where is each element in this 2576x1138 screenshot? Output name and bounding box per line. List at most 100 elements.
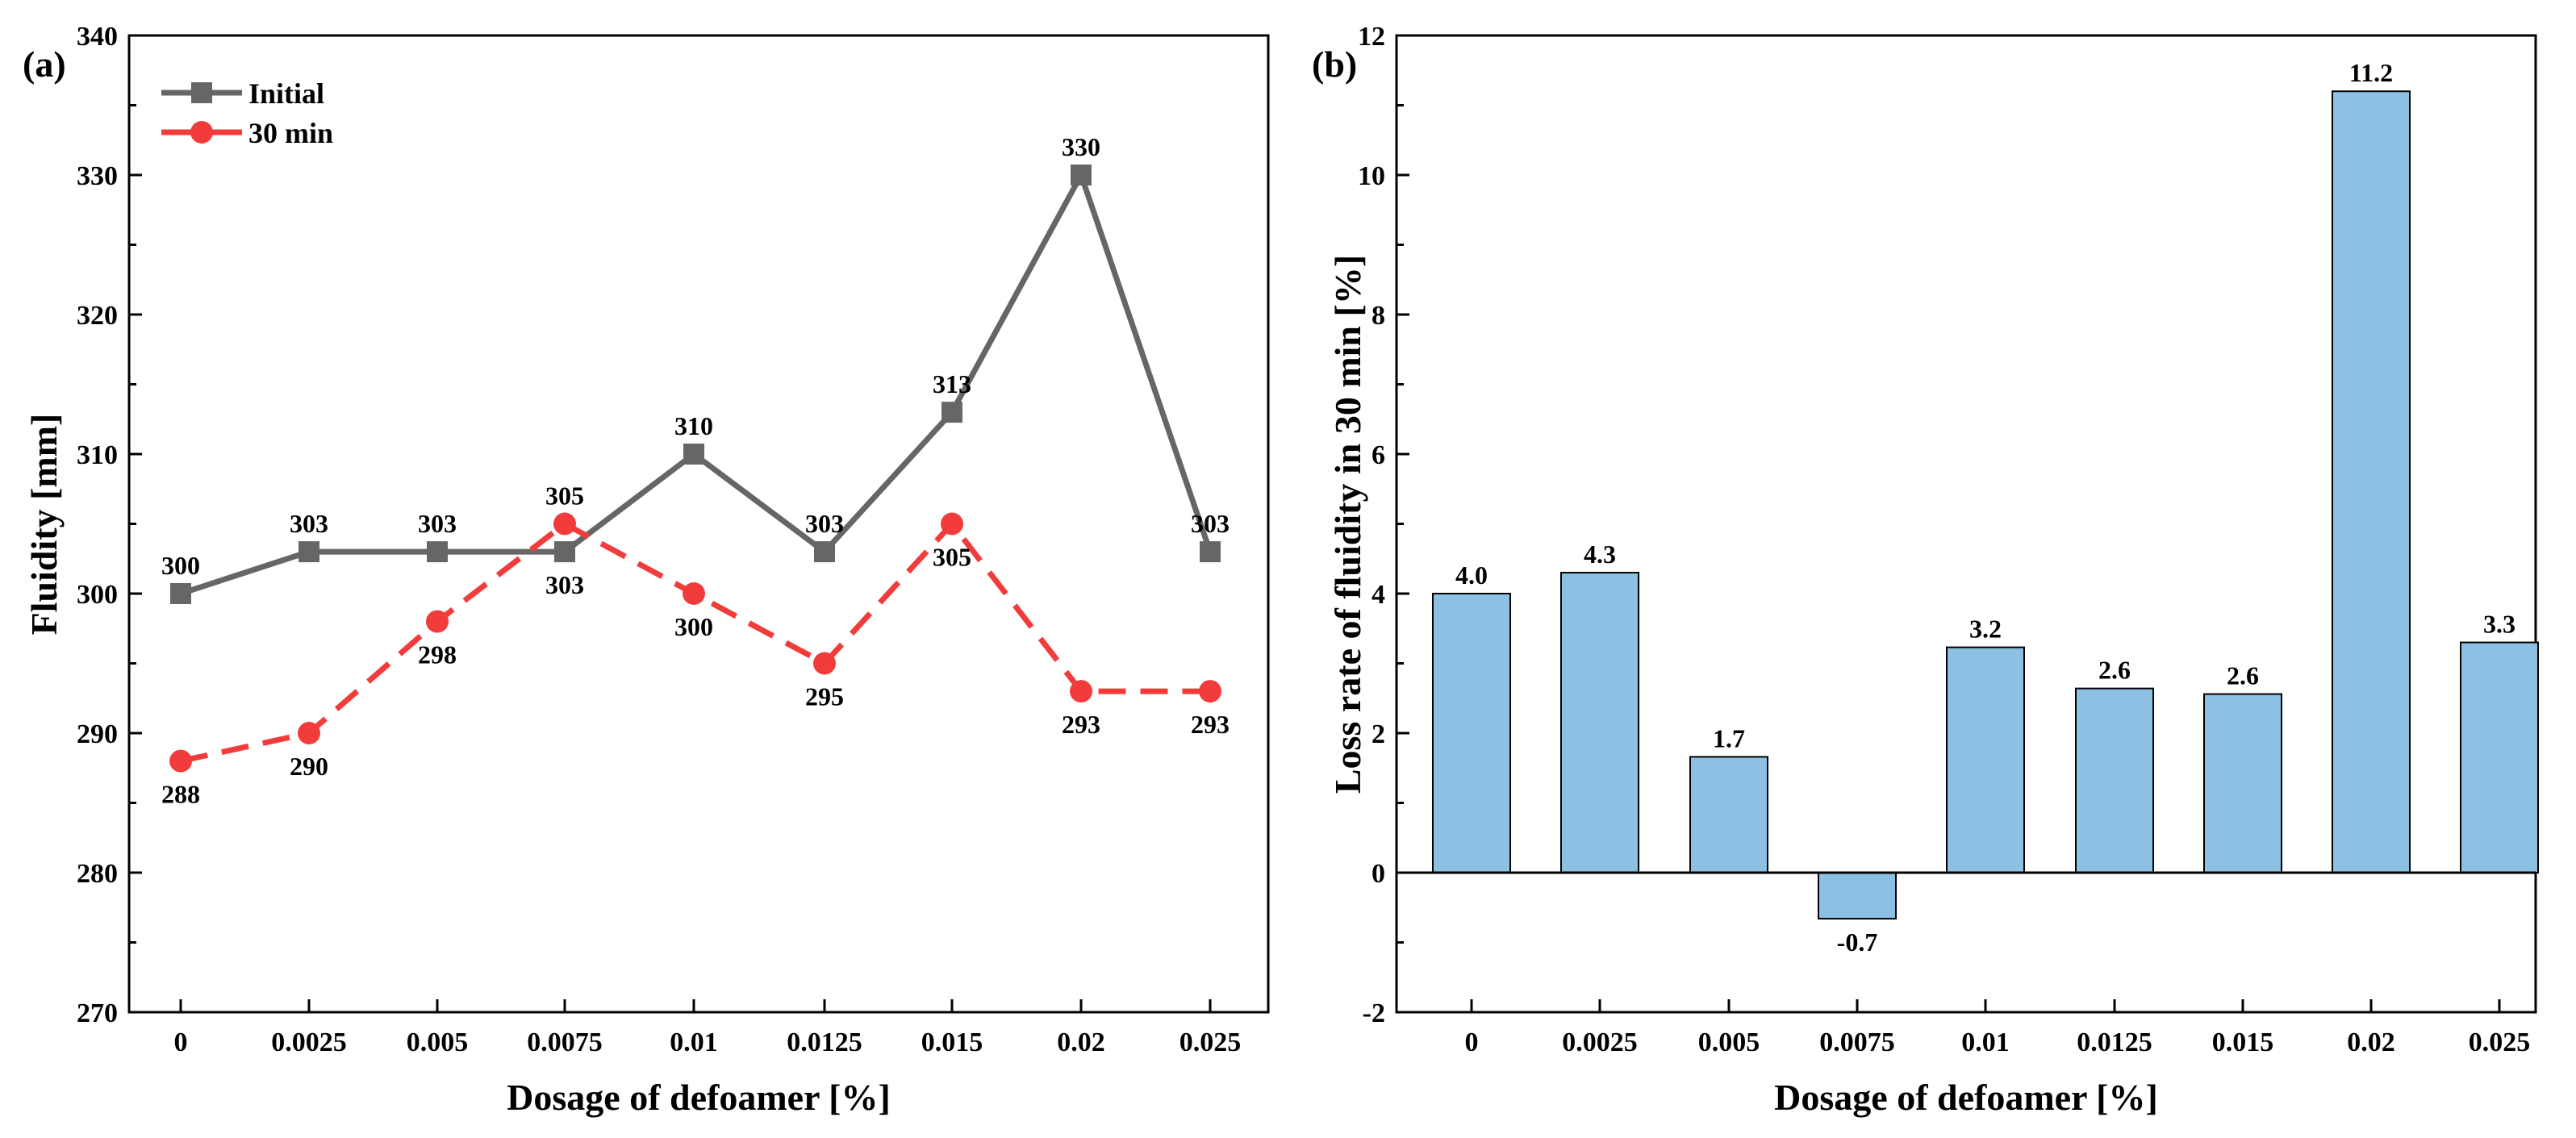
data-point-initial [1071, 165, 1092, 185]
data-point-30min [1070, 680, 1092, 703]
bar-label: 2.6 [2227, 661, 2259, 690]
legend-label-initial: Initial [248, 77, 324, 110]
y-tick-label-b: 2 [1372, 719, 1385, 749]
series-line-30min [180, 521, 1210, 765]
data-point-initial [427, 541, 448, 563]
data-point-30min [1199, 680, 1221, 703]
data-label-30min: 300 [674, 612, 713, 641]
y-tick-label-a: 310 [77, 440, 118, 470]
legend-marker-initial [191, 82, 212, 103]
data-point-30min [426, 610, 449, 633]
data-label-initial: 313 [933, 369, 971, 398]
x-axis-b: 0 0.0025 0.005 0.0075 0.01 0.0125 0.015 0.02 0.0… [1465, 999, 2531, 1057]
bar [2075, 687, 2154, 874]
bar-label: 3.3 [2483, 610, 2515, 639]
legend-label-30min: 30 min [248, 117, 333, 149]
data-label-30min: 298 [418, 640, 457, 669]
x-tick-label-b: 0.02 [2347, 1028, 2395, 1057]
bar [1689, 756, 1768, 873]
y-tick-label-b: 0 [1372, 859, 1385, 889]
bar [1946, 646, 2025, 873]
y-tick-label-a: 320 [77, 301, 118, 331]
bar [1432, 593, 1511, 873]
y-axis-title-a: Fluidity [mm] [23, 414, 65, 636]
data-labels-b: 4.0 4.3 1.7 -0.7 3.2 2.6 2.6 11.2 3.3 [1455, 58, 2515, 957]
bar-label: 11.2 [2349, 58, 2393, 87]
x-axis-title-b: Dosage of defoamer [%] [1774, 1077, 2158, 1118]
y-axis-b: -2 0 2 4 6 8 10 12 [1358, 22, 1409, 1028]
x-tick-label-b: 0.0125 [2077, 1028, 2152, 1057]
series-points-a [169, 165, 1221, 773]
y-tick-label-a: 300 [77, 580, 118, 610]
y-tick-label-b: 8 [1372, 301, 1385, 331]
bar [2203, 693, 2282, 873]
legend-marker-30min [190, 121, 213, 144]
x-tick-label-a: 0.0125 [787, 1028, 862, 1057]
y-tick-label-a: 330 [77, 161, 118, 191]
y-axis-title-b: Loss rate of fluidity in 30 min [%] [1327, 255, 1368, 794]
data-point-30min [553, 512, 576, 536]
series-line-initial [179, 172, 1213, 597]
data-label-initial: 300 [161, 551, 200, 580]
y-tick-label-a: 280 [77, 859, 118, 889]
y-tick-label-a: 290 [77, 719, 118, 749]
data-label-initial: 303 [805, 509, 844, 538]
data-point-initial [941, 402, 962, 423]
bar-label: -0.7 [1837, 927, 1878, 957]
x-tick-label-a: 0.02 [1057, 1028, 1105, 1057]
data-point-initial [683, 444, 704, 465]
panel-label-b: (b) [1312, 44, 1357, 85]
y-axis-a: 270 280 290 300 310 320 330 340 [77, 22, 142, 1028]
data-point-30min [813, 652, 836, 675]
bar [1818, 872, 1897, 920]
data-point-initial [814, 541, 835, 563]
x-tick-label-b: 0.0025 [1562, 1028, 1638, 1057]
x-tick-label-b: 0.025 [2469, 1028, 2531, 1057]
data-label-30min: 295 [805, 682, 844, 711]
series-lines-a [179, 172, 1213, 765]
bar [2332, 90, 2411, 873]
panel-b: (b) Dosage of defoamer [%] Loss rate of … [1312, 22, 2539, 1118]
y-tick-label-b: 4 [1372, 580, 1385, 610]
bar [1560, 572, 1639, 873]
data-labels-a: 300 303 303 303 310 303 313 330 303 288 290 298 305 3… [161, 132, 1230, 809]
legend-a: Initial 30 min [161, 77, 333, 149]
x-tick-label-b: 0.015 [2212, 1028, 2274, 1057]
data-label-initial: 330 [1062, 132, 1100, 161]
y-tick-label-b: -2 [1363, 998, 1385, 1028]
data-point-initial [554, 541, 575, 563]
bar-label: 4.0 [1455, 561, 1488, 590]
data-point-30min [941, 512, 963, 536]
x-tick-label-a: 0.025 [1179, 1028, 1242, 1057]
x-axis-a: 0 0.0025 0.005 0.0075 0.01 0.0125 0.015 0.02 0.0… [174, 999, 1242, 1057]
data-label-30min: 293 [1191, 710, 1230, 739]
data-point-30min [298, 722, 320, 744]
x-tick-label-a: 0.015 [921, 1028, 983, 1057]
y-tick-label-a: 270 [77, 998, 118, 1028]
x-tick-label-b: 0.005 [1698, 1028, 1760, 1057]
bar-label: 3.2 [1969, 615, 2002, 644]
x-tick-label-a: 0.0075 [527, 1028, 603, 1057]
x-tick-label-b: 0 [1465, 1028, 1479, 1057]
data-label-initial: 310 [674, 411, 713, 440]
data-point-initial [170, 583, 191, 604]
bar-label: 4.3 [1584, 540, 1616, 569]
data-label-30min: 293 [1062, 710, 1100, 739]
x-tick-label-a: 0 [174, 1028, 188, 1057]
x-tick-label-a: 0.0025 [271, 1028, 347, 1057]
data-point-30min [683, 582, 705, 605]
data-point-initial [1200, 541, 1221, 563]
x-tick-label-a: 0.01 [670, 1028, 718, 1057]
bar [2460, 641, 2539, 873]
bar-label: 1.7 [1713, 723, 1745, 752]
data-label-initial: 303 [290, 509, 328, 538]
y-tick-label-b: 12 [1358, 22, 1385, 52]
panel-a: (a) Dosage of defoamer [%] Fluidity [mm]… [23, 22, 1270, 1118]
y-tick-label-b: 6 [1372, 440, 1385, 470]
x-tick-label-b: 0.0075 [1819, 1028, 1895, 1057]
y-tick-label-a: 340 [77, 22, 118, 52]
x-axis-title-a: Dosage of defoamer [%] [507, 1077, 891, 1118]
data-label-initial: 303 [1191, 509, 1230, 538]
x-tick-label-b: 0.01 [1961, 1028, 2010, 1057]
